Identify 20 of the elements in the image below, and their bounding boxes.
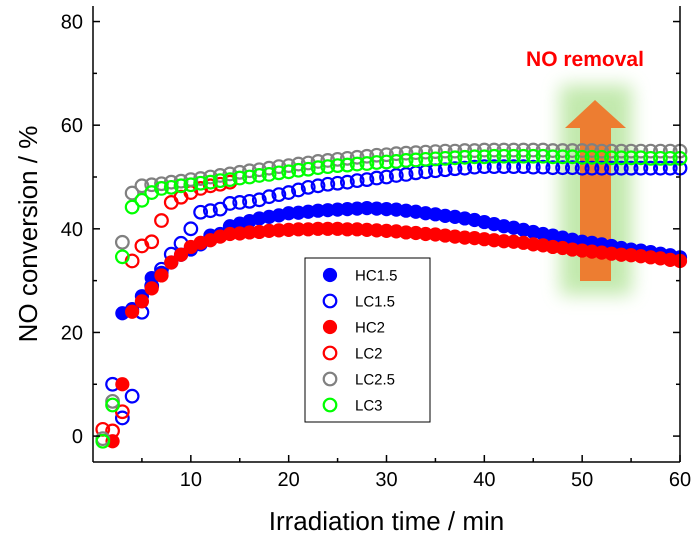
x-tick-label: 30 — [375, 469, 398, 491]
y-tick-label: 60 — [60, 115, 83, 138]
x-tick-label: 40 — [473, 469, 496, 491]
legend-label: HC1.5 — [355, 267, 398, 284]
legend-label: LC2 — [355, 345, 383, 362]
legend-label: LC2.5 — [355, 371, 396, 388]
x-tick-label: 20 — [278, 469, 300, 491]
y-tick-label: 40 — [60, 218, 83, 241]
x-tick-label: 10 — [180, 469, 202, 491]
annotation: NO removal — [526, 48, 644, 71]
y-tick-label: 0 — [72, 426, 83, 448]
legend-label: LC1.5 — [355, 293, 396, 310]
x-tick-label: 50 — [571, 469, 594, 491]
x-axis-title: Irradiation time / min — [268, 506, 504, 536]
x-tick-label: 60 — [668, 469, 692, 491]
y-axis-title: NO conversion / % — [13, 126, 43, 342]
legend-label: HC2 — [355, 319, 386, 336]
legend-label: LC3 — [355, 397, 383, 414]
y-tick-label: 20 — [60, 322, 83, 344]
y-tick-label: 80 — [60, 12, 83, 34]
